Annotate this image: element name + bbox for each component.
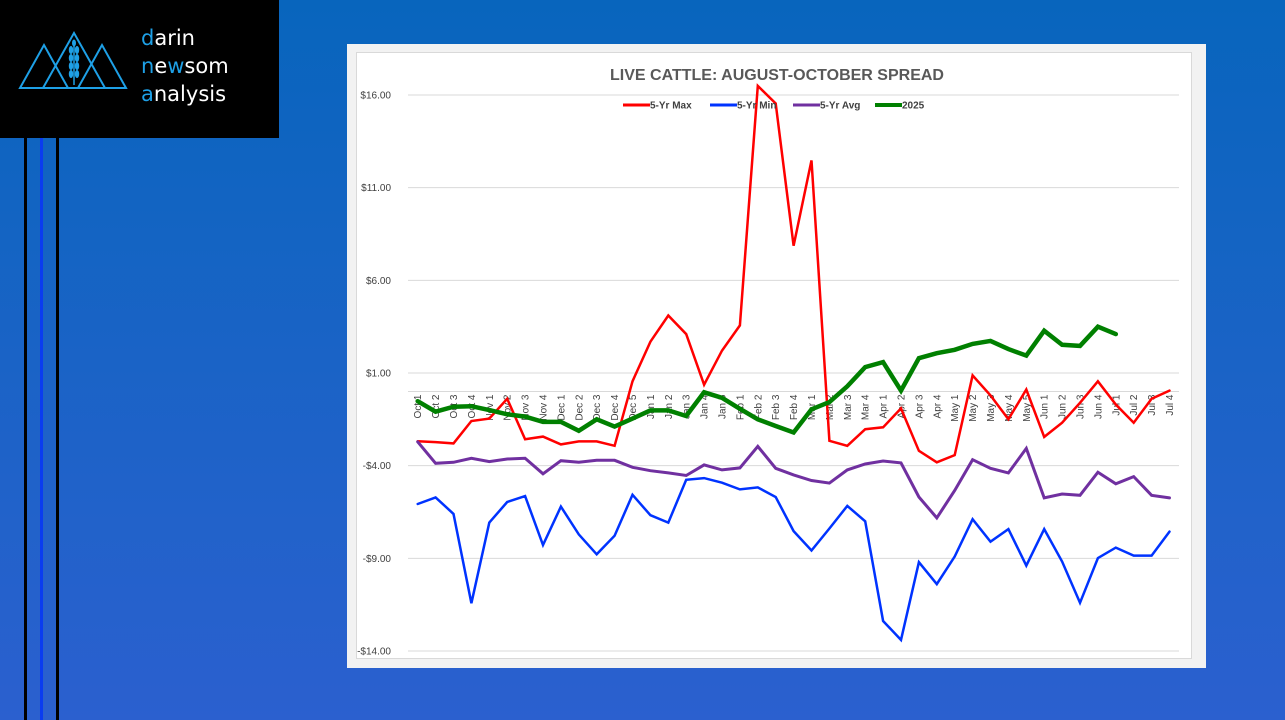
x-tick-label: Oct 2: [431, 394, 442, 418]
x-tick-label: Nov 4: [539, 394, 550, 421]
legend-label: 5-Yr Max: [650, 101, 692, 112]
series-line-5-yr-avg: [416, 440, 1171, 521]
logo-letter: n: [141, 54, 155, 78]
legend-label: 5-Yr Avg: [820, 101, 860, 112]
x-tick-label: Jun 1: [1040, 394, 1051, 419]
x-tick-label: Jun 3: [1076, 394, 1087, 419]
logo-letter: a: [141, 82, 154, 106]
x-tick-label: Dec 2: [574, 394, 585, 421]
x-tick-label: Jul 4: [1165, 394, 1176, 416]
logo-word: nalysis: [153, 82, 227, 106]
y-tick-label: $16.00: [360, 91, 391, 102]
series-line-2025: [415, 324, 1119, 436]
x-tick-label: Mar 4: [861, 394, 872, 420]
legend-label: 5-Yr Min: [737, 101, 776, 112]
logo-word: arin: [154, 26, 195, 50]
x-tick-label: Jan 5: [718, 394, 729, 419]
x-tick-label: Jun 4: [1093, 394, 1104, 419]
x-tick-label: Apr 1: [879, 394, 890, 418]
gridlines: [408, 94, 1179, 652]
x-tick-label: Feb 3: [771, 394, 782, 420]
x-tick-label: Nov 3: [521, 394, 532, 421]
decorative-line: [24, 138, 27, 720]
x-tick-label: Mar 2: [825, 394, 836, 420]
x-tick-label: May 3: [986, 394, 997, 422]
legend: 5-Yr Max 5-Yr Min 5-Yr Avg 2025: [623, 101, 925, 112]
x-tick-label: Jun 2: [1058, 394, 1069, 419]
x-tick-label: Feb 4: [789, 394, 800, 420]
chart-title: LIVE CATTLE: AUGUST-OCTOBER SPREAD: [610, 67, 944, 84]
logo: darin newsom analysis: [0, 0, 279, 138]
logo-line-darin: darin: [141, 24, 229, 52]
y-axis-labels: $16.00 $11.00 $6.00 $1.00 -$4.00 -$9.00 -$14.0…: [357, 91, 391, 658]
logo-text: darin newsom analysis: [141, 24, 229, 108]
x-tick-label: Jan 3: [682, 394, 693, 419]
x-tick-label: Dec 1: [556, 394, 567, 421]
x-tick-label: Dec 4: [610, 394, 621, 421]
logo-letter: w: [167, 54, 185, 78]
chart-panel: LIVE CATTLE: AUGUST-OCTOBER SPREAD $16.0…: [347, 44, 1206, 668]
mountains-wheat-icon: [18, 30, 128, 89]
x-tick-label: Dec 5: [628, 394, 639, 421]
y-tick-label: $11.00: [361, 183, 391, 194]
decorative-line: [40, 138, 43, 720]
x-tick-label: Apr 2: [897, 394, 908, 418]
legend-label: 2025: [902, 101, 925, 112]
x-tick-label: Feb 2: [753, 394, 764, 420]
x-tick-label: Jul 2: [1129, 394, 1140, 416]
series-lines: [415, 83, 1171, 643]
x-tick-label: Jan 2: [664, 394, 675, 419]
series-line-5-yr-min: [416, 476, 1171, 643]
y-tick-label: -$9.00: [363, 554, 392, 565]
series-line-5-yr-max: [416, 83, 1171, 464]
x-tick-label: Mar 3: [843, 394, 854, 420]
x-tick-label: Dec 3: [592, 394, 603, 421]
x-tick-label: Apr 4: [932, 394, 943, 418]
x-tick-label: Nov 1: [485, 394, 496, 421]
x-tick-label: May 1: [950, 394, 961, 422]
y-tick-label: -$4.00: [363, 461, 392, 472]
x-tick-label: Jan 4: [700, 394, 711, 419]
x-tick-label: May 2: [968, 394, 979, 422]
logo-line-analysis: analysis: [141, 80, 229, 108]
decorative-line: [56, 138, 59, 720]
logo-word: e: [154, 54, 168, 78]
logo-word: som: [184, 54, 229, 78]
y-tick-label: $1.00: [366, 369, 391, 380]
x-tick-label: May 5: [1022, 394, 1033, 422]
chart: LIVE CATTLE: AUGUST-OCTOBER SPREAD $16.0…: [357, 67, 1179, 658]
x-tick-label: Nov 2: [503, 394, 514, 421]
x-tick-label: Oct 1: [413, 394, 424, 418]
x-tick-label: May 4: [1004, 394, 1015, 422]
x-tick-label: Jul 3: [1147, 394, 1158, 416]
x-tick-label: Jan 1: [646, 394, 657, 419]
logo-letter: d: [141, 26, 155, 50]
logo-line-newsom: newsom: [141, 52, 229, 80]
y-tick-label: -$14.00: [357, 647, 391, 658]
x-tick-label: Apr 3: [914, 394, 925, 418]
y-tick-label: $6.00: [366, 276, 391, 287]
